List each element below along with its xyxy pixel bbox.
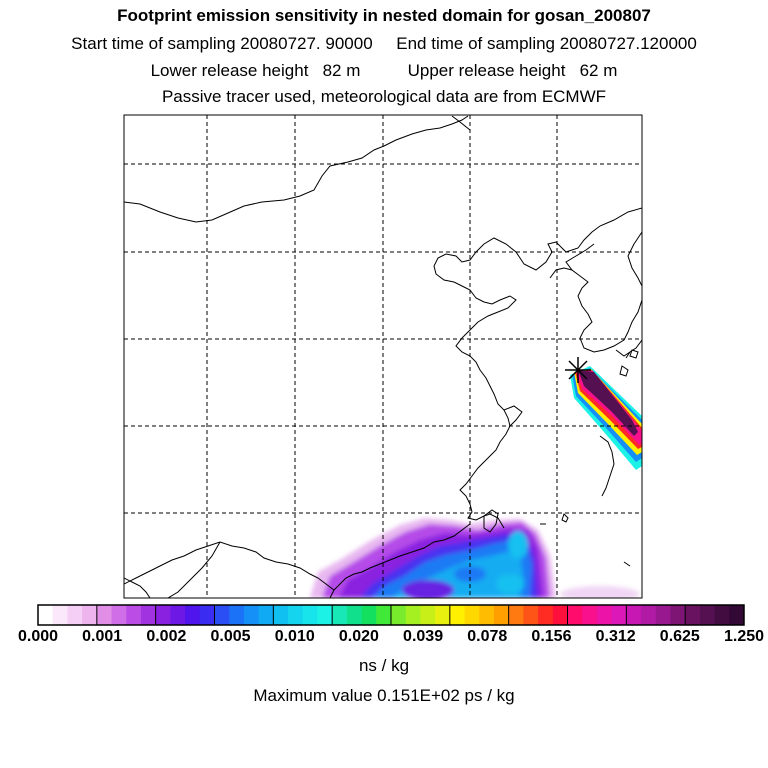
graticule bbox=[124, 115, 642, 598]
colorbar-swatch bbox=[170, 605, 186, 625]
colorbar-swatch bbox=[346, 605, 362, 625]
colorbar-swatch bbox=[111, 605, 127, 625]
colorbar-swatch bbox=[699, 605, 715, 625]
colorbar-tick-label: 0.010 bbox=[274, 628, 315, 645]
colorbar-swatch bbox=[258, 605, 274, 625]
colorbar-swatch bbox=[96, 605, 112, 625]
colorbar-swatch bbox=[229, 605, 245, 625]
colorbar-tick-label: 1.250 bbox=[723, 628, 765, 645]
colorbar-swatch bbox=[185, 605, 201, 625]
colorbar-swatch bbox=[199, 605, 215, 625]
colorbar-swatch bbox=[361, 605, 377, 625]
colorbar-swatch bbox=[493, 605, 510, 625]
colorbar-swatch bbox=[714, 605, 730, 625]
colorbar bbox=[38, 605, 745, 625]
maximum-value-label: Maximum value 0.151E+02 ps / kg bbox=[253, 686, 515, 705]
colorbar-swatch bbox=[435, 605, 451, 625]
colorbar-unit: ns / kg bbox=[358, 656, 410, 675]
colorbar-swatch bbox=[126, 605, 142, 625]
sampling-time-line: Start time of sampling 20080727. 90000 E… bbox=[71, 34, 697, 53]
colorbar-swatch bbox=[214, 605, 230, 625]
colorbar-swatch bbox=[670, 605, 686, 625]
colorbar-frame bbox=[37, 604, 745, 626]
colorbar-swatch bbox=[420, 605, 436, 625]
colorbar-tick-label: 0.002 bbox=[146, 628, 187, 645]
colorbar-swatch bbox=[82, 605, 98, 625]
colorbar-tick-label: 0.039 bbox=[403, 628, 444, 645]
colorbar-swatch bbox=[685, 605, 701, 625]
colorbar-tick-label: 0.020 bbox=[338, 628, 379, 645]
colorbar-tick-label: 0.005 bbox=[210, 628, 251, 645]
colorbar-swatch bbox=[538, 605, 554, 625]
colorbar-swatch bbox=[655, 605, 671, 625]
colorbar-swatch bbox=[641, 605, 657, 625]
colorbar-tick-label: 0.156 bbox=[531, 628, 572, 645]
colorbar-swatch bbox=[464, 605, 480, 625]
colorbar-swatch bbox=[52, 605, 68, 625]
colorbar-swatch bbox=[376, 605, 392, 625]
footprint-plume-gosan bbox=[570, 366, 642, 470]
colorbar-swatch bbox=[582, 605, 598, 625]
colorbar-swatch bbox=[273, 605, 289, 625]
colorbar-tick-label: 0.625 bbox=[659, 628, 700, 645]
colorbar-tick-label: 0.001 bbox=[82, 628, 123, 645]
colorbar-tick-label: 0.078 bbox=[467, 628, 508, 645]
colorbar-tick-label: 0.312 bbox=[595, 628, 636, 645]
colorbar-swatch bbox=[611, 605, 627, 625]
colorbar-swatch bbox=[405, 605, 421, 625]
footprint-plume-south bbox=[310, 518, 640, 598]
colorbar-swatch bbox=[155, 605, 171, 625]
colorbar-swatch bbox=[449, 605, 465, 625]
colorbar-swatch bbox=[479, 605, 495, 625]
colorbar-swatch bbox=[302, 605, 318, 625]
colorbar-swatch bbox=[729, 605, 745, 625]
tracer-info-line: Passive tracer used, meteorological data… bbox=[161, 87, 607, 106]
colorbar-tick-label: 0.000 bbox=[17, 628, 59, 645]
map-frame bbox=[123, 114, 643, 599]
colorbar-swatch bbox=[288, 605, 304, 625]
plot-title: Footprint emission sensitivity in nested… bbox=[117, 6, 651, 25]
colorbar-swatch bbox=[243, 605, 260, 625]
colorbar-swatch bbox=[38, 605, 54, 625]
colorbar-swatch bbox=[332, 605, 348, 625]
colorbar-swatch bbox=[567, 605, 583, 625]
release-height-line: Lower release height 82 m Upper release … bbox=[150, 61, 618, 80]
colorbar-swatch bbox=[626, 605, 642, 625]
colorbar-swatch bbox=[317, 605, 333, 625]
star-icon bbox=[565, 357, 591, 383]
colorbar-swatch bbox=[508, 605, 524, 625]
colorbar-swatch bbox=[67, 605, 83, 625]
coastlines bbox=[124, 115, 642, 598]
colorbar-swatch bbox=[552, 605, 568, 625]
colorbar-swatch bbox=[391, 605, 407, 625]
colorbar-swatch bbox=[523, 605, 539, 625]
colorbar-swatch bbox=[140, 605, 157, 625]
colorbar-swatch bbox=[596, 605, 613, 625]
